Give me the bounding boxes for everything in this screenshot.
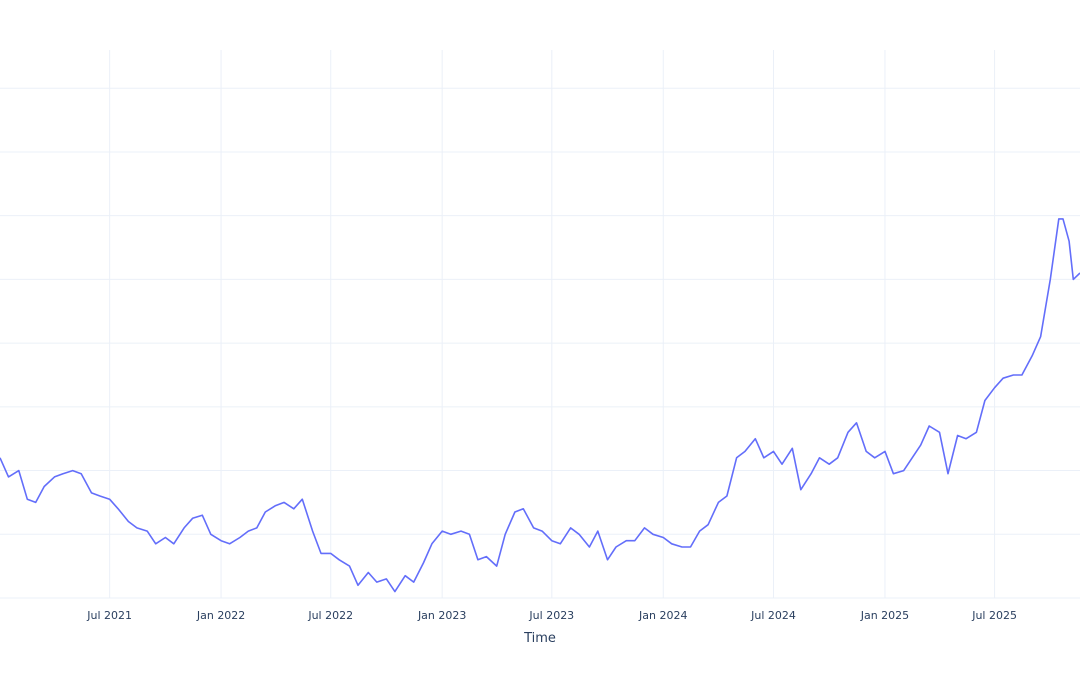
x-tick-label: Jan 2024 [638, 609, 687, 622]
x-tick-label: Jul 2022 [307, 609, 353, 622]
x-tick-label: Jan 2025 [860, 609, 909, 622]
x-tick-label: Jan 2022 [196, 609, 245, 622]
x-tick-label: Jul 2025 [971, 609, 1017, 622]
y-gridlines [0, 87, 1080, 599]
x-tick-label: Jul 2024 [750, 609, 796, 622]
x-gridlines [109, 50, 996, 598]
x-tick-labels: Jul 2021 Jan 2022 Jul 2022 Jan 2023 Jul 2023… [86, 609, 1017, 622]
x-tick-label: Jul 2023 [528, 609, 574, 622]
series-line [0, 218, 1080, 593]
x-axis-title: Time [523, 631, 556, 646]
x-tick-label: Jan 2023 [417, 609, 466, 622]
x-tick-label: Jul 2021 [86, 609, 132, 622]
